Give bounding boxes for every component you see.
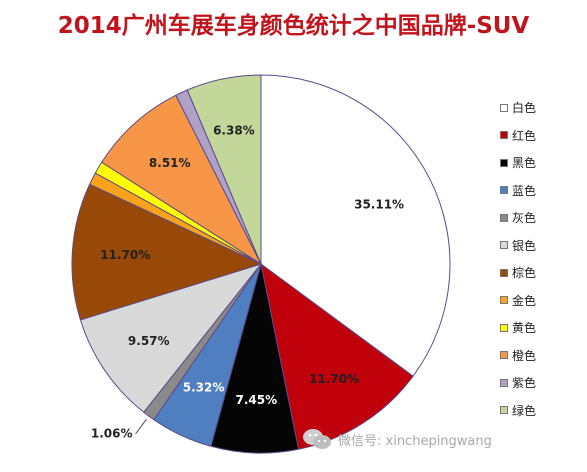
legend-label: 绿色 <box>512 403 537 418</box>
pie-slice-1 <box>260 74 451 377</box>
legend-label: 紫色 <box>512 376 537 391</box>
legend-item-12: 绿色 <box>500 397 580 425</box>
legend-label: 白色 <box>512 101 537 116</box>
pie-slice-10 <box>101 94 263 266</box>
legend-swatch <box>500 213 508 222</box>
legend-swatch <box>500 351 508 360</box>
pie-slice-2 <box>260 262 414 450</box>
legend-swatch <box>500 186 508 195</box>
legend-swatch <box>500 323 508 332</box>
legend-item-5: 灰色 <box>500 204 580 232</box>
watermark: 微信号: xinchepingwang <box>302 428 492 450</box>
legend-item-6: 银色 <box>500 232 580 260</box>
legend-label: 黑色 <box>512 156 537 171</box>
legend-label: 黄色 <box>512 321 537 336</box>
legend-item-4: 蓝色 <box>500 177 580 205</box>
legend-label: 棕色 <box>512 266 537 281</box>
legend-label: 灰色 <box>512 211 537 226</box>
legend-swatch <box>500 406 508 415</box>
legend-swatch <box>500 103 508 112</box>
legend-swatch <box>500 131 508 140</box>
pie-slice-12 <box>186 74 262 265</box>
chart-title: 2014广州车展车身颜色统计之中国品牌-SUV <box>57 13 530 39</box>
legend-swatch <box>500 158 508 167</box>
pie-slice-6 <box>79 263 263 413</box>
legend-item-1: 白色 <box>500 94 580 122</box>
legend-item-2: 红色 <box>500 122 580 150</box>
legend-item-3: 黑色 <box>500 149 580 177</box>
legend-label: 银色 <box>512 238 537 253</box>
leader-line-5 <box>135 418 147 435</box>
legend-item-8: 金色 <box>500 287 580 315</box>
legend-label: 红色 <box>512 128 537 143</box>
data-label-10: 8.51% <box>149 156 191 170</box>
legend-swatch <box>500 296 508 305</box>
data-label-7: 11.70% <box>100 248 150 262</box>
legend-swatch <box>500 378 508 387</box>
data-label-6: 9.57% <box>128 334 170 348</box>
legend-label: 橙色 <box>512 348 537 363</box>
data-label-12: 6.38% <box>213 124 255 138</box>
data-label-3: 7.45% <box>236 393 278 407</box>
legend-swatch <box>500 241 508 250</box>
data-label-5: 1.06% <box>91 427 133 441</box>
pie-slice-7 <box>71 183 263 321</box>
legend-item-7: 棕色 <box>500 259 580 287</box>
legend-item-11: 紫色 <box>500 369 580 397</box>
wechat-icon <box>303 429 331 449</box>
legend-item-9: 黄色 <box>500 314 580 342</box>
data-label-4: 5.32% <box>183 380 225 394</box>
data-label-1: 35.11% <box>354 197 404 211</box>
legend-label: 金色 <box>512 293 537 308</box>
data-label-2: 11.70% <box>309 372 359 386</box>
legend-label: 蓝色 <box>512 183 537 198</box>
legend-swatch <box>500 268 508 277</box>
legend-item-10: 橙色 <box>500 342 580 370</box>
watermark-text: 微信号: xinchepingwang <box>338 433 492 449</box>
chart-legend: 白色红色黑色蓝色灰色银色棕色金色黄色橙色紫色绿色 <box>500 94 580 424</box>
